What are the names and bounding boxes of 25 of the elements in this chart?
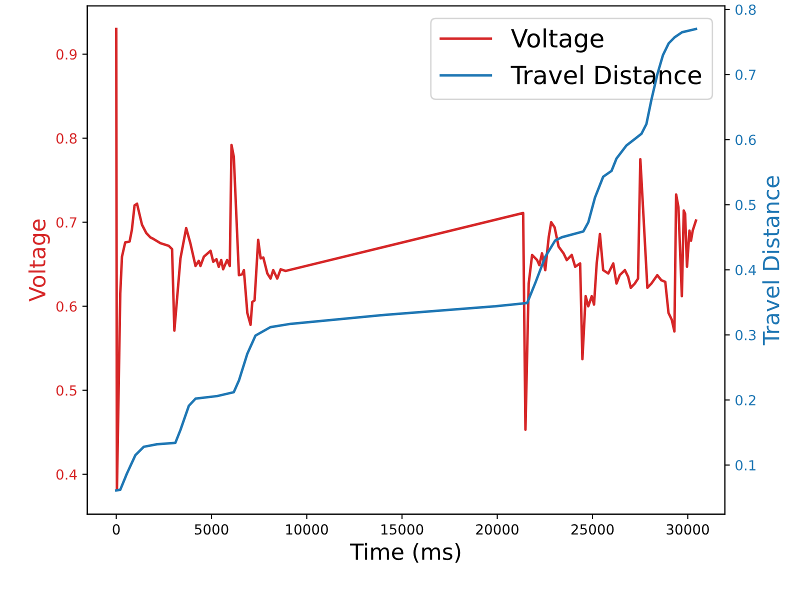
x-tick-label: 10000 [286, 524, 328, 535]
y2-tick-label: 0.5 [736, 200, 756, 210]
y-tick-label: 0.9 [56, 49, 77, 60]
y-tick-label: 0.6 [56, 301, 77, 312]
y2-tick-label: 0.6 [736, 134, 756, 146]
x-axis-title: Time (ms) [350, 542, 460, 563]
y2-tick-label: 0.8 [736, 4, 756, 15]
x-tick-label: 5000 [194, 524, 228, 535]
x-tick-label: 25000 [571, 524, 614, 535]
x-tick-label: 0 [112, 524, 120, 535]
x-tick-label: 15000 [381, 524, 424, 535]
y-tick-label: 0.4 [56, 469, 77, 480]
y2-tick-label: 0.3 [736, 330, 756, 340]
y2-tick-label: 0.4 [736, 264, 756, 276]
y-tick-label: 0.8 [56, 133, 77, 144]
y-tick-label: 0.7 [56, 217, 76, 228]
y2-tick-label: 0.2 [736, 394, 756, 406]
y2-tick-label: 0.7 [736, 70, 756, 80]
y2-tick-label: 0.1 [736, 460, 756, 471]
x-tick-label: 20000 [476, 524, 518, 535]
y2-axis-title: Travel Distance [762, 176, 780, 346]
y-tick-label: 0.5 [56, 385, 76, 396]
y-axis-title: Voltage [28, 220, 50, 302]
x-tick-label: 30000 [666, 524, 709, 535]
legend-label: Voltage [511, 28, 604, 53]
